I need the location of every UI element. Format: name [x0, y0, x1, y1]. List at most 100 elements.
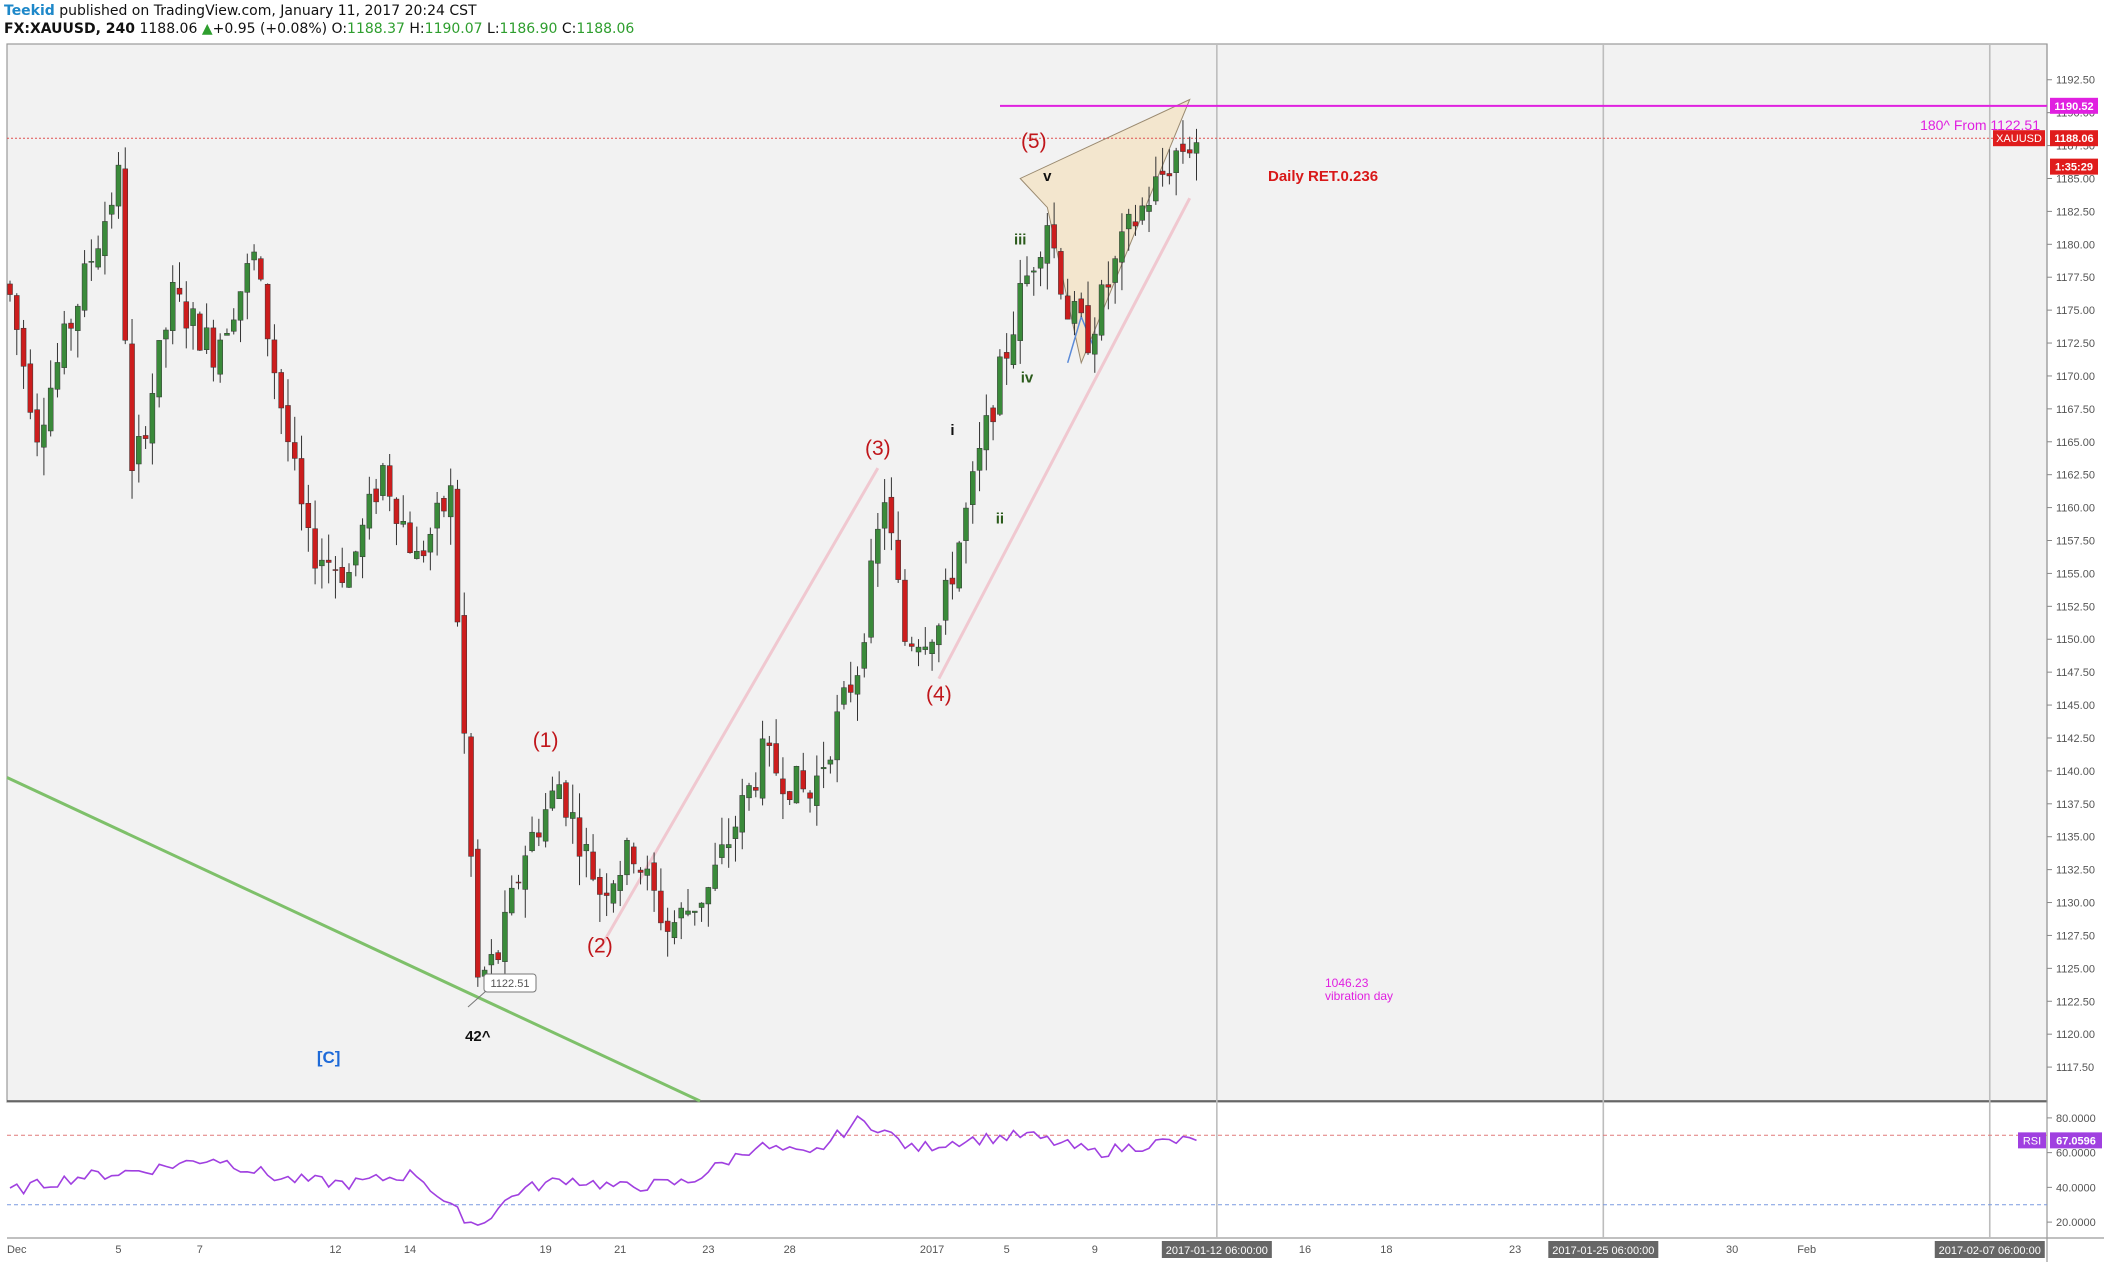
candle[interactable] — [461, 592, 468, 754]
candle[interactable] — [983, 394, 990, 471]
rsi-pane[interactable] — [7, 1115, 2047, 1226]
candle[interactable] — [753, 772, 759, 798]
candle[interactable] — [637, 867, 644, 885]
candle[interactable] — [319, 538, 325, 589]
candle[interactable] — [1132, 204, 1139, 236]
candle[interactable] — [712, 842, 718, 891]
candle[interactable] — [807, 790, 813, 813]
pink-channel-line-2[interactable] — [937, 197, 1192, 680]
candle[interactable] — [529, 816, 535, 853]
candle[interactable] — [780, 757, 786, 820]
candle[interactable] — [888, 477, 895, 551]
candle[interactable] — [976, 422, 983, 492]
candle[interactable] — [1193, 128, 1200, 181]
candle[interactable] — [502, 890, 508, 989]
candle[interactable] — [793, 765, 800, 804]
candle[interactable] — [1186, 136, 1193, 159]
candle[interactable] — [427, 527, 434, 571]
candle[interactable] — [1031, 267, 1037, 296]
candle[interactable] — [122, 147, 129, 345]
candle[interactable] — [942, 568, 949, 635]
candle[interactable] — [1146, 186, 1152, 233]
candle[interactable] — [664, 907, 671, 957]
candle[interactable] — [549, 776, 556, 811]
candle[interactable] — [603, 873, 610, 917]
candle[interactable] — [854, 666, 861, 721]
candle[interactable] — [197, 311, 203, 351]
candle[interactable] — [339, 547, 345, 588]
candle[interactable] — [447, 468, 454, 545]
candle[interactable] — [203, 303, 210, 354]
candle[interactable] — [929, 639, 935, 671]
candle[interactable] — [1071, 291, 1078, 336]
candle[interactable] — [475, 839, 481, 987]
candle[interactable] — [685, 889, 691, 917]
candle[interactable] — [251, 244, 257, 271]
candle[interactable] — [54, 342, 61, 398]
candle[interactable] — [1153, 156, 1159, 205]
green-trendline[interactable] — [6, 776, 701, 1103]
candle[interactable] — [359, 518, 366, 579]
candle[interactable] — [590, 834, 596, 882]
candle[interactable] — [542, 793, 549, 848]
candle[interactable] — [1044, 212, 1051, 290]
candle[interactable] — [393, 497, 400, 546]
candle[interactable] — [129, 319, 135, 499]
candle[interactable] — [536, 818, 542, 847]
candle[interactable] — [583, 827, 590, 878]
candle[interactable] — [576, 793, 583, 886]
candle[interactable] — [997, 349, 1003, 416]
candle[interactable] — [108, 192, 115, 229]
candle[interactable] — [278, 368, 284, 435]
candle[interactable] — [1078, 292, 1084, 318]
candle[interactable] — [597, 868, 603, 922]
candle[interactable] — [820, 741, 827, 789]
candle[interactable] — [27, 349, 34, 420]
candle[interactable] — [210, 319, 217, 382]
candles[interactable] — [7, 120, 1200, 989]
candle[interactable] — [1173, 147, 1179, 196]
candle[interactable] — [678, 902, 684, 940]
candle[interactable] — [1003, 333, 1010, 385]
candle[interactable] — [1139, 197, 1146, 225]
candle[interactable] — [454, 479, 461, 627]
candle[interactable] — [746, 782, 752, 811]
candle[interactable] — [407, 511, 413, 554]
candle[interactable] — [569, 784, 576, 844]
candle[interactable] — [1098, 279, 1105, 341]
candle[interactable] — [759, 720, 766, 806]
candle[interactable] — [1051, 202, 1057, 259]
candle[interactable] — [441, 495, 447, 518]
candle[interactable] — [800, 752, 807, 793]
candle[interactable] — [217, 333, 223, 383]
candle[interactable] — [305, 484, 312, 552]
rsi-line[interactable] — [9, 1115, 1197, 1226]
candle[interactable] — [346, 563, 352, 589]
candle[interactable] — [1064, 278, 1071, 320]
candle[interactable] — [658, 868, 664, 931]
candle[interactable] — [847, 661, 854, 703]
candle[interactable] — [420, 540, 427, 563]
candle[interactable] — [990, 405, 996, 441]
candle[interactable] — [1085, 281, 1091, 355]
candle[interactable] — [1159, 147, 1166, 187]
candle[interactable] — [631, 842, 637, 874]
candle[interactable] — [366, 476, 373, 540]
candle[interactable] — [7, 280, 13, 302]
candle[interactable] — [163, 327, 169, 368]
candle[interactable] — [136, 414, 142, 483]
candle[interactable] — [719, 817, 725, 865]
candle[interactable] — [970, 461, 976, 524]
candle[interactable] — [698, 902, 705, 922]
candle[interactable] — [617, 860, 623, 907]
candle[interactable] — [244, 253, 251, 320]
candle[interactable] — [298, 435, 305, 531]
candle[interactable] — [868, 538, 874, 644]
candle[interactable] — [183, 281, 190, 349]
harmonic-pattern[interactable] — [1019, 98, 1191, 365]
candle[interactable] — [1105, 261, 1112, 310]
candle[interactable] — [264, 283, 271, 357]
candle[interactable] — [732, 815, 739, 862]
candle[interactable] — [827, 756, 834, 774]
